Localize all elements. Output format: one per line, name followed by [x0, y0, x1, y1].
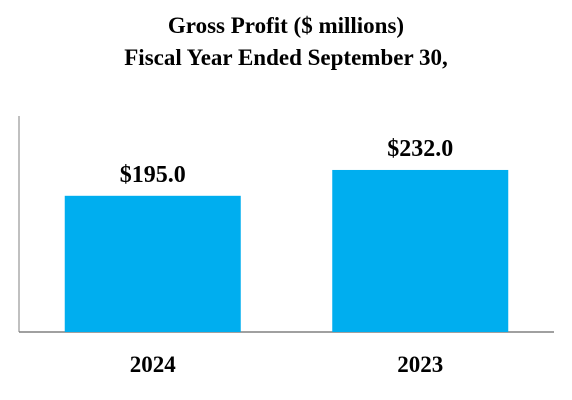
chart-title: Gross Profit ($ millions)	[167, 13, 405, 38]
bar-group	[64, 169, 509, 332]
bar-2023	[332, 169, 509, 332]
x-tick-label-group: 2024 2023	[130, 352, 444, 377]
data-label-2024: $195.0	[120, 162, 186, 188]
x-tick-label-2024: 2024	[130, 352, 177, 377]
chart-subtitle: Fiscal Year Ended September 30,	[124, 45, 448, 70]
bar-2024	[64, 195, 241, 332]
x-tick-label-2023: 2023	[397, 352, 443, 377]
data-label-2023: $232.0	[387, 136, 453, 162]
chart-title-block: Gross Profit ($ millions) Fiscal Year En…	[0, 10, 572, 74]
data-label-group: $195.0 $232.0	[120, 136, 454, 188]
